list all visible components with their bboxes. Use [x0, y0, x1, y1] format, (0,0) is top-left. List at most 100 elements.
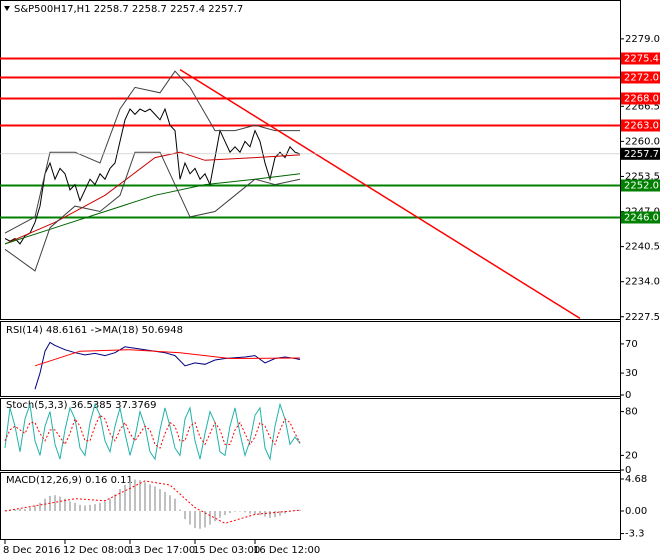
series-line	[4, 107, 301, 245]
level-label: 2275.4	[624, 54, 659, 65]
level-label-box	[621, 92, 660, 105]
level-label-box	[621, 179, 660, 192]
bar	[134, 479, 136, 511]
bar	[264, 510, 266, 517]
bar	[139, 480, 141, 511]
last-price-box	[621, 147, 660, 160]
x-tick-label: 8 Dec 2016	[3, 545, 61, 556]
x-tick-label: 16 Dec 12:00	[253, 545, 320, 556]
bar	[274, 510, 276, 518]
y-tick-label: 2260.0	[625, 136, 660, 147]
bar	[99, 502, 101, 511]
series-line	[4, 402, 301, 461]
series-line	[34, 349, 301, 367]
bar	[109, 498, 111, 511]
level-label: 2268.0	[624, 94, 659, 105]
bar	[154, 486, 156, 511]
bar	[219, 510, 221, 518]
y-tick-label: 4.68	[625, 474, 647, 485]
y-tick-label: 2253.5	[625, 171, 660, 182]
level-label-box	[621, 119, 660, 132]
bar	[24, 508, 26, 511]
level-label-box	[621, 71, 660, 84]
bar	[159, 489, 161, 511]
menu-arrow	[4, 6, 10, 11]
bar	[14, 509, 16, 511]
y-tick-label: 2227.5	[625, 312, 660, 323]
bar	[69, 501, 71, 511]
y-tick-label: 2266.5	[625, 101, 660, 112]
bar	[279, 510, 281, 516]
level-label: 2252.0	[624, 181, 659, 192]
bar	[229, 510, 231, 514]
bar	[144, 482, 146, 511]
bar	[204, 510, 206, 528]
y-tick-label: 30	[625, 368, 638, 379]
series-line	[4, 414, 301, 449]
level-label: 2263.0	[624, 121, 659, 132]
y-tick-label: 2234.0	[625, 277, 660, 288]
series-line	[4, 70, 300, 234]
bar	[64, 498, 66, 511]
bar	[184, 510, 186, 520]
bar	[224, 510, 226, 516]
last-price-label: 2257.7	[624, 149, 659, 160]
bar	[269, 510, 271, 518]
bar	[299, 509, 301, 511]
trend-line	[179, 68, 581, 320]
bar	[254, 510, 256, 515]
bar	[79, 504, 81, 511]
y-tick-label: 2240.5	[625, 242, 660, 253]
bar	[84, 505, 86, 511]
series-line	[4, 151, 301, 272]
y-tick-label: 0	[625, 390, 631, 401]
x-tick-label: 13 Dec 17:00	[128, 545, 195, 556]
y-tick-label: -3.3	[625, 529, 645, 540]
y-tick-label: 0	[625, 465, 631, 476]
bar	[239, 510, 241, 512]
bar	[39, 502, 41, 511]
level-label: 2272.0	[624, 73, 659, 84]
bar	[199, 510, 201, 529]
bar	[19, 508, 21, 511]
bar	[149, 484, 151, 511]
panel-title: Stoch(5,3,3) 36.5385 37.3769	[6, 400, 157, 411]
bar	[44, 498, 46, 511]
bar	[104, 501, 106, 511]
bar	[294, 510, 296, 511]
bar	[29, 507, 31, 511]
bar	[34, 505, 36, 511]
series-line	[4, 151, 301, 245]
bar	[59, 496, 61, 511]
y-tick-label: 20	[625, 450, 638, 461]
panel-title: MACD(12,26,9) 0.16 0.11	[6, 475, 133, 486]
bar	[94, 504, 96, 511]
bar	[114, 494, 116, 511]
level-label-box	[621, 211, 660, 224]
bar	[234, 510, 236, 512]
bar	[179, 509, 181, 511]
bar	[249, 510, 251, 514]
bar	[194, 510, 196, 529]
bar	[189, 510, 191, 525]
bar	[214, 510, 216, 522]
y-tick-label: 70	[625, 339, 638, 350]
chart-title: S&P500H17,H1 2258.7 2258.7 2257.4 2257.7	[14, 4, 243, 15]
bar	[164, 491, 166, 511]
bar	[244, 510, 246, 513]
bar	[74, 502, 76, 511]
y-tick-label: 80	[625, 407, 638, 418]
bar	[129, 482, 131, 511]
bar	[89, 504, 91, 511]
x-tick-label: 12 Dec 08:00	[63, 545, 130, 556]
y-tick-label: 0.00	[625, 506, 647, 517]
panel-title: RSI(14) 48.6161 ->MA(18) 50.6948	[6, 325, 183, 336]
bar	[119, 489, 121, 511]
bar	[259, 510, 261, 516]
bar	[174, 498, 176, 511]
level-label: 2246.0	[624, 213, 659, 224]
y-tick-label: 2279.0	[625, 34, 660, 45]
level-label-box	[621, 52, 660, 65]
